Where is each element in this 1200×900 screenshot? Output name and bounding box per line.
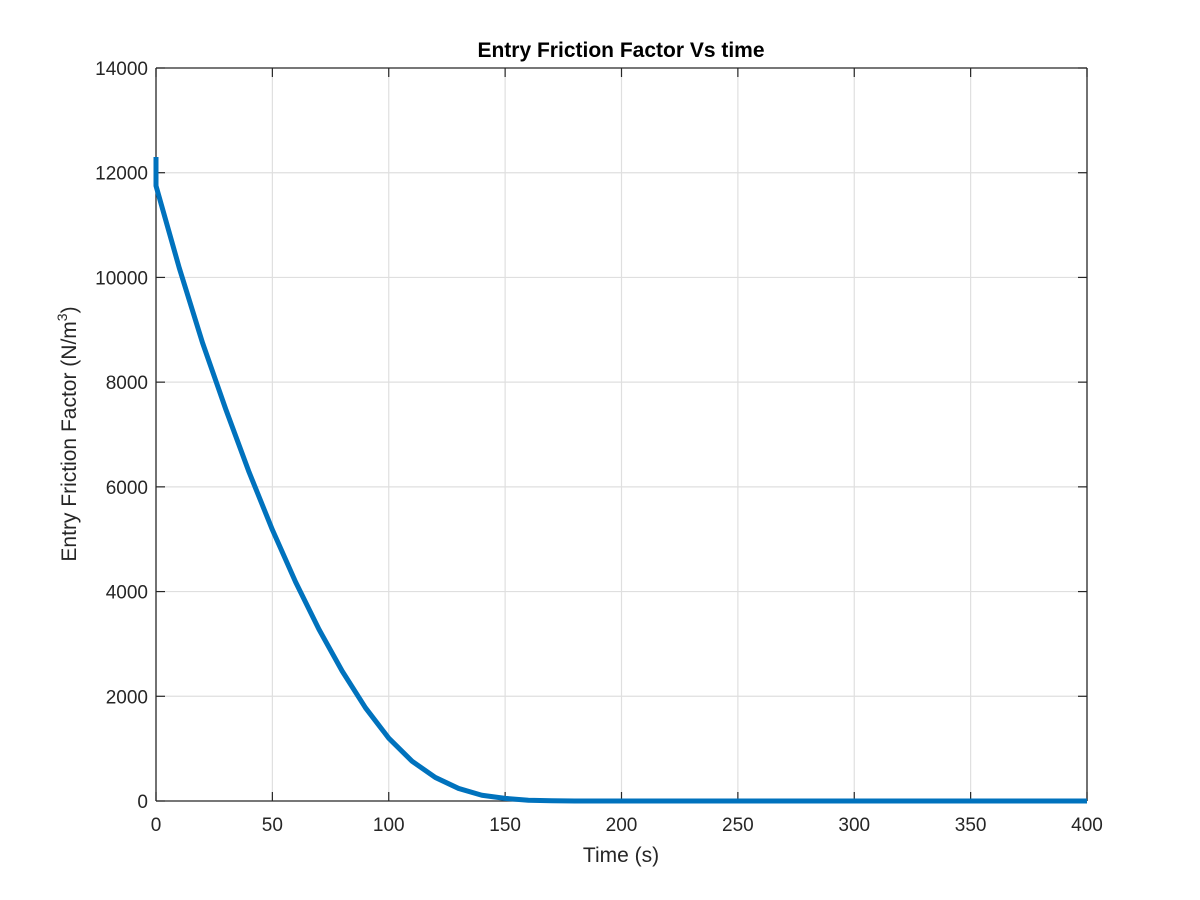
y-tick-label-4: 8000 bbox=[106, 373, 148, 394]
x-tick-label-8: 400 bbox=[1071, 815, 1103, 836]
y-tick-label-5: 10000 bbox=[95, 268, 148, 289]
y-axis-label-superscript: 3 bbox=[54, 313, 70, 321]
grid-lines bbox=[156, 68, 1087, 801]
x-tick-label-0: 0 bbox=[151, 815, 162, 836]
x-tick-label-4: 200 bbox=[606, 815, 638, 836]
x-tick-label-3: 150 bbox=[489, 815, 521, 836]
tick-labels: 0 50 100 150 200 250 300 350 4000200040006000800… bbox=[95, 59, 1103, 836]
x-tick-label-2: 100 bbox=[373, 815, 405, 836]
y-axis-label: Entry Friction Factor (N/m3) bbox=[54, 306, 81, 561]
x-tick-label-5: 250 bbox=[722, 815, 754, 836]
y-tick-label-3: 6000 bbox=[106, 478, 148, 499]
y-tick-label-0: 0 bbox=[137, 792, 148, 813]
series-layer bbox=[153, 157, 1087, 804]
y-tick-label-6: 12000 bbox=[95, 164, 148, 185]
y-tick-label-2: 4000 bbox=[106, 583, 148, 604]
y-tick-label-1: 2000 bbox=[106, 687, 148, 708]
x-tick-label-1: 50 bbox=[262, 815, 283, 836]
x-axis-label: Time (s) bbox=[583, 844, 659, 867]
series-line-0 bbox=[153, 157, 1087, 804]
x-tick-label-7: 350 bbox=[955, 815, 987, 836]
y-axis-label-close: ) bbox=[58, 306, 81, 313]
chart-title: Entry Friction Factor Vs time bbox=[477, 39, 764, 62]
y-axis-label-main: Entry Friction Factor (N/m bbox=[58, 321, 81, 561]
x-tick-label-6: 300 bbox=[838, 815, 870, 836]
y-tick-label-7: 14000 bbox=[95, 59, 148, 80]
